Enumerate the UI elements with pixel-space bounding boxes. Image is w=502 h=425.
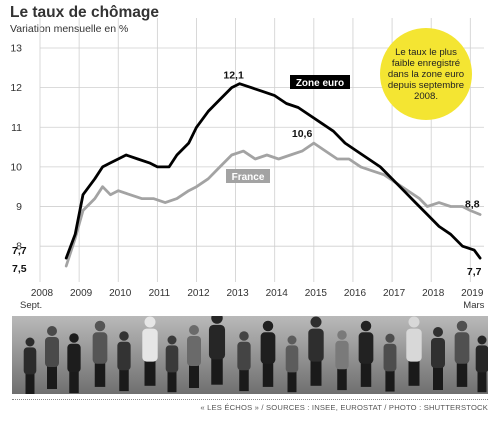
pedestrian-silhouette: [142, 316, 158, 386]
y-tick-label: 11: [11, 122, 22, 134]
pedestrian-silhouette: [475, 335, 488, 393]
pedestrian-silhouette: [187, 325, 201, 388]
x-tick-label: 2009: [70, 288, 93, 299]
y-tick-label: 9: [16, 201, 22, 213]
pedestrian-silhouette: [67, 333, 81, 394]
pedestrian-silhouette: [454, 320, 470, 387]
source-credit: « LES ÉCHOS » / SOURCES : INSEE, EUROSTA…: [200, 403, 488, 412]
pedestrian-silhouette: [358, 320, 374, 387]
france-first-value: 7,5: [12, 263, 27, 275]
pedestrian-silhouette: [92, 320, 108, 387]
x-tick-label: 2015: [305, 288, 328, 299]
line-chart: 8 9 10 11 12 13 2008 2009 2010 2011 2012 2013 2014 20…: [10, 18, 485, 312]
zone-euro-series-label: Zone euro: [296, 78, 344, 89]
x-tick-label: 2008: [31, 288, 54, 299]
x-tick-label: 2016: [344, 288, 367, 299]
france-series-label-box: [226, 169, 270, 183]
pedestrian-silhouette: [117, 331, 131, 392]
pedestrian-silhouette: [431, 327, 445, 390]
pedestrian-silhouette: [23, 337, 37, 394]
zone-euro-peak-value: 12,1: [223, 70, 244, 82]
x-tick-label: 2011: [149, 288, 171, 299]
x-tick-label: 2010: [109, 288, 132, 299]
pedestrian-silhouette: [383, 333, 397, 392]
zone-euro-series-label-box: [290, 75, 350, 89]
chart-axes: 8 9 10 11 12 13 2008 2009 2010 2011 2012 2013 2014 20…: [10, 43, 484, 312]
pedestrian-silhouette: [208, 316, 226, 385]
y-tick-label: 12: [10, 82, 22, 94]
chart-lines: [64, 82, 482, 268]
pedestrian-silhouette: [260, 320, 276, 387]
footer-divider: [12, 399, 488, 400]
pedestrian-silhouette: [335, 330, 349, 391]
pedestrian-silhouette: [406, 316, 422, 386]
zone-euro-last-value: 7,7: [467, 266, 482, 278]
pedestrian-silhouette: [308, 316, 324, 386]
pedestrian-silhouette: [237, 331, 251, 392]
x-tick-label: 2014: [266, 288, 289, 299]
france-series-label: France: [232, 172, 265, 183]
chart-grid: [39, 18, 484, 282]
crowd-photo: [12, 316, 488, 394]
y-tick-label: 13: [10, 43, 22, 55]
x-end-label: Mars: [463, 300, 484, 311]
x-start-label: Sept.: [20, 300, 42, 311]
x-tick-label: 2012: [187, 288, 210, 299]
chart-subtitle: Variation mensuelle en %: [10, 23, 129, 35]
x-tick-label: 2018: [422, 288, 445, 299]
pedestrian-silhouette: [165, 335, 179, 393]
zone-euro-series-line: [64, 82, 482, 260]
x-tick-label: 2013: [226, 288, 249, 299]
chart-labels: Zone euro France 7,7 7,5 12,1 10,6 8,8 7,7: [12, 70, 482, 278]
pedestrian-silhouette: [45, 326, 59, 389]
x-tick-label: 2017: [383, 288, 406, 299]
record-low-callout: Le taux le plus faible enregistré dans l…: [380, 28, 472, 120]
france-peak-value: 10,6: [292, 128, 313, 140]
x-tick-label: 2019: [461, 288, 484, 299]
crowd-photo-illustration: [12, 316, 488, 394]
chart-title: Le taux de chômage: [10, 4, 160, 21]
france-last-value: 8,8: [465, 198, 480, 210]
zone-euro-first-value: 7,7: [12, 245, 27, 257]
france-series-line: [64, 141, 482, 268]
pedestrian-silhouette: [285, 335, 299, 393]
y-tick-label: 10: [10, 161, 22, 173]
y-tick-label: 8: [16, 241, 22, 253]
